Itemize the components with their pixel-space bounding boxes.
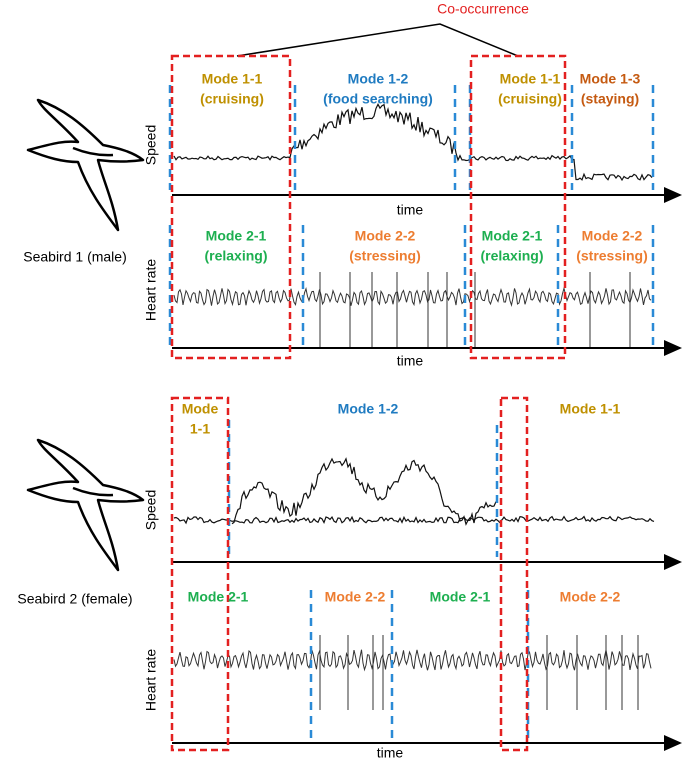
mode-label: Mode 1-1 (500, 71, 561, 87)
mode-label: (food searching) (323, 91, 433, 107)
mode-label: (stressing) (576, 248, 648, 264)
mode-label: (cruising) (498, 91, 562, 107)
mode-label: (relaxing) (480, 248, 543, 264)
annotation: Co-occurrence (437, 1, 529, 17)
mode-label: Mode 2-2 (560, 589, 621, 605)
mode-label: Mode (182, 401, 219, 417)
mode-label: Mode 1-1 (202, 71, 263, 87)
signal (173, 515, 501, 525)
bird-label: Seabird 2 (female) (17, 591, 132, 607)
bird-icon (26, 438, 145, 572)
mode-label: Mode 1-3 (580, 71, 641, 87)
mode-label: Mode 2-2 (325, 589, 386, 605)
axis-label: Speed (143, 490, 159, 530)
axis-label: Speed (143, 125, 159, 165)
mode-label: Mode 2-1 (482, 228, 543, 244)
mode-label: Mode 2-2 (355, 228, 416, 244)
axis-label: time (397, 202, 424, 218)
mode-label: Mode 2-2 (582, 228, 643, 244)
connector (236, 23, 519, 57)
mode-label: Mode 1-2 (348, 71, 409, 87)
bird-label: Seabird 1 (male) (23, 249, 127, 265)
mode-label: Mode 1-2 (338, 401, 399, 417)
mode-label: (relaxing) (204, 248, 267, 264)
mode-label: (stressing) (349, 248, 421, 264)
axis-label: Heart rate (143, 649, 159, 711)
signal (173, 102, 653, 182)
mode-label: 1-1 (190, 421, 210, 437)
axis-label: Heart rate (143, 259, 159, 321)
mode-label: Mode 2-1 (188, 589, 249, 605)
co-occurrence-boxes (170, 54, 567, 752)
mode-label: Mode 2-1 (206, 228, 267, 244)
mode-label: Mode 2-1 (430, 589, 491, 605)
signal (173, 649, 652, 672)
axis-label: time (377, 745, 404, 761)
bird-icon (26, 98, 145, 232)
signal (173, 286, 652, 307)
mode-label: (staying) (581, 91, 639, 107)
mode-label: Mode 1-1 (560, 401, 621, 417)
signal (231, 457, 497, 526)
signal (499, 515, 655, 523)
axis-label: time (397, 353, 424, 369)
mode-label: (cruising) (200, 91, 264, 107)
